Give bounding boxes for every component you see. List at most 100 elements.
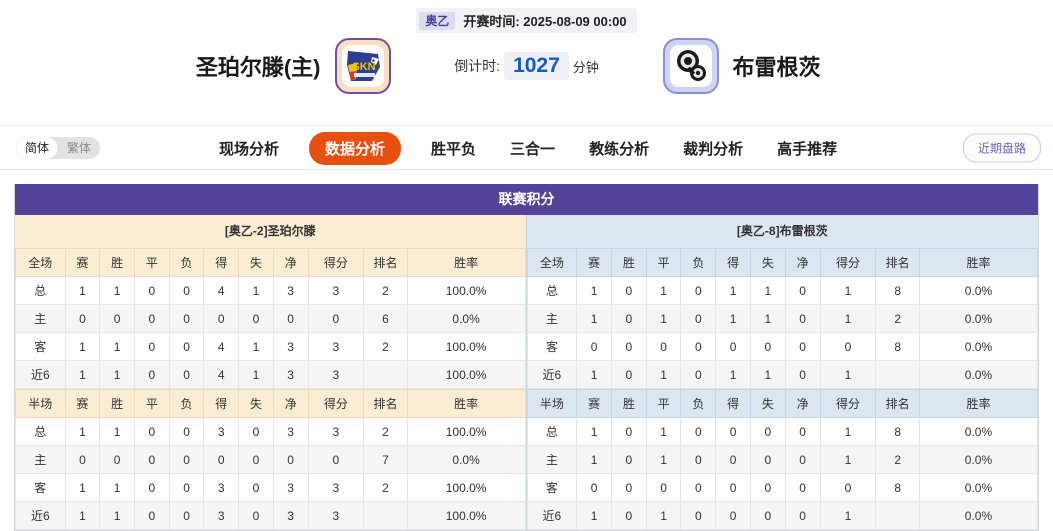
table-cell: 8 <box>875 473 920 502</box>
column-header: 胜 <box>610 389 647 418</box>
column-header: 净 <box>784 389 821 418</box>
tab-win-draw-loss[interactable]: 胜平负 <box>431 141 477 158</box>
teams-row: 圣珀尔滕(主) SKN 倒计时: 102 <box>0 38 1053 94</box>
table-cell: 3 <box>272 332 309 361</box>
column-header: 排名 <box>363 389 408 418</box>
table-cell <box>875 501 920 530</box>
table-cell: 0 <box>238 445 274 474</box>
language-toggle[interactable]: 简体 繁体 <box>16 136 101 159</box>
away-team-name: 布雷根茨 <box>732 55 821 80</box>
table-cell: 0 <box>99 304 135 333</box>
standings-header-row: 全场赛胜平负得失净得分 排名 胜率 <box>15 248 526 277</box>
table-cell: 1 <box>64 332 101 361</box>
standings-split: [奥乙-2]圣珀尔滕 全场赛胜平负得失净得分 排名 胜率总 1 1 0 0 4 1 3 3 2 100.… <box>15 215 1039 530</box>
nav-tabs: 现场分析 数据分析 胜平负 三合一 教练分析 裁判分析 高手推荐 <box>215 126 841 171</box>
row-label: 近6 <box>526 360 578 389</box>
column-header: 全场 <box>526 248 578 277</box>
standings-header-row: 半场赛胜平负得失净得分 排名 胜率 <box>15 389 526 418</box>
table-cell: 1 <box>715 360 751 389</box>
table-cell: 0 <box>203 304 240 333</box>
table-cell: 0 <box>238 501 274 530</box>
away-team-block[interactable]: 布雷根茨 <box>647 38 1007 94</box>
table-cell: 7 <box>363 445 408 474</box>
tab-coach-analysis[interactable]: 教练分析 <box>589 141 650 158</box>
table-cell: 100.0% <box>406 276 526 305</box>
table-cell: 3 <box>272 417 309 446</box>
column-header: 赛 <box>64 248 101 277</box>
table-cell: 1 <box>64 473 101 502</box>
column-header: 排名 <box>875 248 920 277</box>
tab-expert-picks[interactable]: 高手推荐 <box>777 141 838 158</box>
row-label: 主 <box>526 304 578 333</box>
table-row: 总 1 0 1 0 0 0 0 1 8 0.0% <box>526 417 1039 446</box>
lang-option-simplified[interactable]: 简体 <box>16 136 59 159</box>
column-header: 失 <box>238 248 274 277</box>
row-label: 客 <box>526 473 578 502</box>
tab-three-in-one[interactable]: 三合一 <box>510 141 556 158</box>
table-cell: 1 <box>64 417 101 446</box>
league-badge[interactable]: 奥乙 <box>419 11 456 30</box>
table-cell: 0 <box>680 445 717 474</box>
table-cell: 3 <box>203 501 240 530</box>
column-header: 负 <box>168 248 205 277</box>
table-cell: 4 <box>203 276 240 305</box>
table-cell: 1 <box>645 276 682 305</box>
column-header: 排名 <box>875 389 920 418</box>
column-header: 胜 <box>99 389 135 418</box>
table-cell: 0 <box>819 332 877 361</box>
home-team-block[interactable]: 圣珀尔滕(主) SKN <box>47 38 407 94</box>
column-header: 半场 <box>15 389 66 418</box>
table-cell: 0.0% <box>918 304 1039 333</box>
column-header: 净 <box>272 248 309 277</box>
table-row: 近6 1 0 1 0 1 1 0 1 0.0% <box>526 360 1039 389</box>
table-cell: 0 <box>133 360 170 389</box>
table-cell: 3 <box>203 417 240 446</box>
table-cell: 0 <box>133 445 170 474</box>
table-cell: 0.0% <box>918 276 1039 305</box>
table-cell: 0 <box>610 276 647 305</box>
table-cell: 2 <box>363 332 408 361</box>
column-header: 平 <box>133 389 170 418</box>
standings-table: 半场赛胜平负得失净得分 排名 胜率总 1 0 1 0 0 0 0 1 8 0.0% 主 1 0 1 0 0 0 0 1 2 0… <box>526 389 1039 530</box>
column-header: 胜率 <box>918 248 1039 277</box>
table-cell: 0 <box>750 473 786 502</box>
table-cell: 1 <box>819 276 877 305</box>
home-standings-side: [奥乙-2]圣珀尔滕 全场赛胜平负得失净得分 排名 胜率总 1 1 0 0 4 1 3 3 2 100.… <box>15 215 527 530</box>
table-cell: 0 <box>168 332 205 361</box>
row-label: 客 <box>15 332 66 361</box>
table-cell: 1 <box>645 445 682 474</box>
row-label: 客 <box>526 332 578 361</box>
column-header: 平 <box>645 248 682 277</box>
table-cell: 1 <box>750 304 786 333</box>
table-cell: 0.0% <box>918 501 1039 530</box>
lang-option-traditional[interactable]: 繁体 <box>67 140 92 155</box>
tab-data-analysis[interactable]: 数据分析 <box>309 132 402 165</box>
table-cell: 2 <box>363 417 408 446</box>
row-label: 总 <box>15 417 66 446</box>
table-cell: 0 <box>99 445 135 474</box>
table-cell: 0 <box>784 304 821 333</box>
league-time-bar: 奥乙 开赛时间: 2025-08-09 00:00 <box>0 8 1053 33</box>
column-header: 失 <box>750 389 786 418</box>
table-cell: 8 <box>875 332 920 361</box>
table-cell: 0 <box>272 304 309 333</box>
table-cell: 4 <box>203 360 240 389</box>
table-cell: 0 <box>238 304 274 333</box>
column-header: 胜率 <box>406 248 526 277</box>
kickoff-time: 开赛时间: 2025-08-09 00:00 <box>463 14 627 29</box>
table-cell: 0 <box>784 276 821 305</box>
table-cell: 8 <box>875 276 920 305</box>
table-cell: 0 <box>750 501 786 530</box>
tab-referee-analysis[interactable]: 裁判分析 <box>683 141 744 158</box>
recent-odds-button[interactable]: 近期盘路 <box>962 133 1041 162</box>
table-cell: 1 <box>819 501 877 530</box>
standings-table: 半场赛胜平负得失净得分 排名 胜率总 1 1 0 0 3 0 3 3 2 100.0% 主 0 0 0 0 0 0 0 0… <box>15 389 526 530</box>
column-header: 失 <box>750 248 786 277</box>
svg-text:SKN: SKN <box>352 61 375 73</box>
table-cell: 0 <box>784 332 821 361</box>
table-cell: 1 <box>645 304 682 333</box>
row-label: 近6 <box>15 360 66 389</box>
tab-live-analysis[interactable]: 现场分析 <box>219 141 280 158</box>
table-cell: 0 <box>784 360 821 389</box>
column-header: 负 <box>680 248 717 277</box>
